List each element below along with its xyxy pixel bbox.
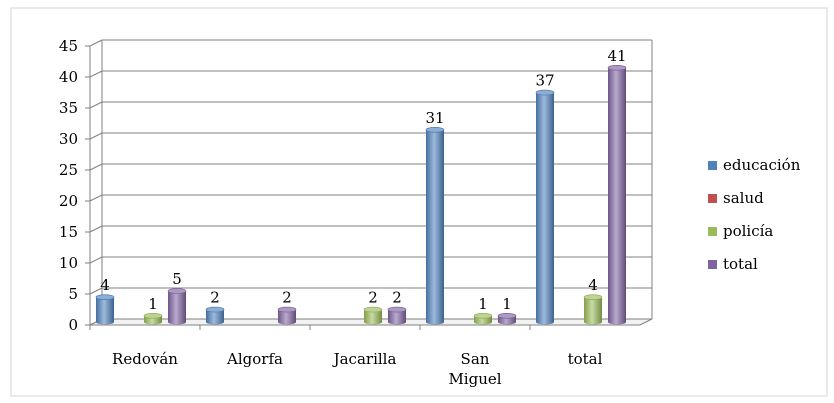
data-label: 4 xyxy=(100,276,110,294)
bar-top xyxy=(497,312,517,319)
data-label: 41 xyxy=(607,47,626,65)
data-label: 1 xyxy=(148,295,158,313)
bar-top xyxy=(143,312,163,319)
data-label: 1 xyxy=(502,295,512,313)
x-axis-ticks: Redován Algorfa Jacarilla San Miguel total xyxy=(89,325,603,388)
data-label: 1 xyxy=(478,295,488,313)
gridlines xyxy=(89,39,652,326)
bar-policía-4 xyxy=(583,294,603,325)
bar-educación-1 xyxy=(205,306,225,325)
legend-label: salud xyxy=(723,189,764,207)
bar-top xyxy=(425,127,445,133)
y-tick-label: 5 xyxy=(68,285,78,303)
data-label: 5 xyxy=(172,270,182,288)
bar-total-1 xyxy=(277,306,297,325)
bar-policía-0 xyxy=(143,312,163,325)
bar-top xyxy=(277,306,297,313)
legend-swatch-salud xyxy=(708,194,717,203)
bar-body xyxy=(364,309,382,325)
bar-body xyxy=(536,92,554,325)
data-label: 2 xyxy=(368,289,378,307)
chart-frame xyxy=(10,7,828,397)
bar-top xyxy=(205,306,225,313)
y-tick-label: 30 xyxy=(59,130,78,148)
bar-body xyxy=(278,309,296,325)
bar-educación-0 xyxy=(95,294,115,325)
data-label: 2 xyxy=(282,289,292,307)
bar-total-0 xyxy=(167,288,187,325)
x-tick-label: San xyxy=(461,350,490,368)
bar-policía-2 xyxy=(363,306,383,325)
y-tick-label: 35 xyxy=(59,99,78,117)
bar-body xyxy=(206,309,224,325)
bar-body xyxy=(584,297,602,325)
gridline-side xyxy=(89,256,103,264)
bar-top xyxy=(607,65,627,71)
x-tick-label: Miguel xyxy=(448,370,501,388)
bar-body xyxy=(168,291,186,325)
legend-label: educación xyxy=(723,156,801,174)
legend-swatch-total xyxy=(708,260,717,269)
gridline-side xyxy=(89,287,103,295)
legend-swatch-policía xyxy=(708,227,717,236)
y-tick-label: 10 xyxy=(59,254,78,272)
legend: educación salud policía total xyxy=(708,156,801,273)
data-label: 31 xyxy=(425,109,444,127)
gridline-side xyxy=(89,163,103,171)
bar-body xyxy=(608,67,626,325)
gridline-side xyxy=(89,194,103,202)
legend-label: policía xyxy=(723,222,773,240)
bars xyxy=(95,65,627,325)
gridline-side xyxy=(89,101,103,109)
legend-label: total xyxy=(723,255,758,273)
y-tick-label: 45 xyxy=(59,37,78,55)
bar-top xyxy=(473,312,493,319)
y-tick-label: 20 xyxy=(59,192,78,210)
bar-educación-4 xyxy=(535,89,555,325)
y-tick-label: 15 xyxy=(59,223,78,241)
y-tick-label: 40 xyxy=(59,68,78,86)
bar-top xyxy=(535,89,555,96)
legend-swatch-educación xyxy=(708,161,717,170)
bar-total-4 xyxy=(607,65,627,325)
x-tick-label: total xyxy=(568,350,603,368)
x-tick-label: Algorfa xyxy=(226,350,283,368)
gridline-side xyxy=(89,70,103,78)
gridline-side xyxy=(89,225,103,233)
gridline-side xyxy=(89,132,103,140)
bar-body xyxy=(426,129,444,325)
gridline-side xyxy=(89,39,103,47)
bar-total-3 xyxy=(497,312,517,325)
data-label: 2 xyxy=(392,289,402,307)
x-tick-label: Jacarilla xyxy=(332,350,397,368)
bar-body xyxy=(96,297,114,325)
bar-policía-3 xyxy=(473,312,493,325)
data-label: 37 xyxy=(535,72,554,90)
bar-top xyxy=(95,294,115,301)
x-tick-label: Redován xyxy=(112,350,178,368)
bar-educación-3 xyxy=(425,127,445,325)
bar-total-2 xyxy=(387,306,407,325)
data-label: 4 xyxy=(588,276,598,294)
y-axis-ticks: 0 5 10 15 20 25 30 35 40 45 xyxy=(59,37,90,334)
bar-top xyxy=(167,288,187,294)
data-label: 2 xyxy=(210,289,220,307)
bar-body xyxy=(388,309,406,325)
y-tick-label: 25 xyxy=(59,161,78,179)
bar-top xyxy=(363,306,383,313)
bar-top xyxy=(583,294,603,301)
y-tick-label: 0 xyxy=(68,316,78,334)
bar-top xyxy=(387,306,407,313)
